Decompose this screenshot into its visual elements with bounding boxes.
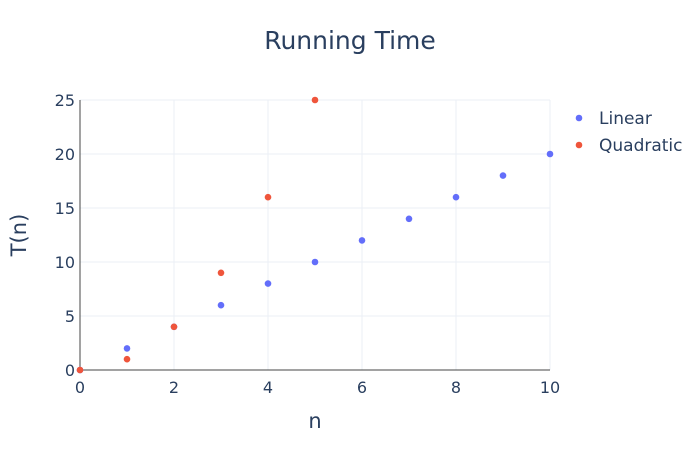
data-point — [499, 172, 507, 179]
x-tick-label: 2 — [169, 378, 179, 397]
data-point — [76, 366, 84, 374]
x-tick-labels: 0 2 4 6 8 10 — [75, 378, 560, 397]
data-point — [264, 193, 272, 201]
y-tick-label: 0 — [65, 361, 75, 380]
legend-marker — [575, 141, 583, 149]
chart-title: Running Time — [264, 26, 436, 55]
data-point — [217, 269, 225, 277]
y-tick-label: 10 — [55, 253, 75, 272]
legend-label: Linear — [599, 109, 652, 129]
data-point — [311, 258, 319, 266]
legend-item-linear[interactable]: Linear — [575, 109, 652, 129]
legend-marker — [575, 114, 583, 122]
data-point — [123, 355, 131, 363]
legend-label: Quadratic — [599, 136, 683, 156]
data-point — [311, 96, 319, 104]
x-axis-title: n — [308, 409, 321, 433]
y-tick-label: 15 — [55, 199, 75, 218]
y-tick-label: 25 — [55, 91, 75, 110]
data-point — [170, 323, 178, 331]
y-axis-title: T(n) — [7, 214, 31, 258]
y-tick-label: 5 — [65, 307, 75, 326]
legend-item-quadratic[interactable]: Quadratic — [575, 136, 683, 156]
y-tick-labels: 0 5 10 15 20 25 — [55, 91, 75, 380]
x-tick-label: 8 — [451, 378, 461, 397]
y-tick-label: 20 — [55, 145, 75, 164]
data-point — [452, 193, 460, 201]
x-tick-label: 10 — [540, 378, 560, 397]
x-tick-label: 6 — [357, 378, 367, 397]
x-tick-label: 4 — [263, 378, 273, 397]
x-tick-label: 0 — [75, 378, 85, 397]
axes — [79, 100, 550, 371]
data-point — [358, 237, 366, 244]
data-points — [76, 96, 554, 374]
gridlines — [80, 99, 551, 370]
legend[interactable]: Linear Quadratic — [575, 109, 683, 156]
series-quadratic — [76, 96, 319, 374]
data-point — [217, 301, 225, 309]
data-point — [123, 345, 131, 352]
data-point — [405, 215, 413, 223]
data-point — [546, 150, 554, 158]
data-point — [264, 280, 272, 287]
